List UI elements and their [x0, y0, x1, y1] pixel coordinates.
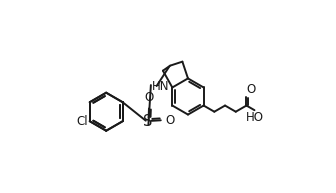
Text: O: O: [165, 114, 174, 127]
Text: O: O: [144, 91, 154, 104]
Text: O: O: [247, 83, 256, 96]
Text: HO: HO: [246, 111, 264, 124]
Text: Cl: Cl: [77, 115, 88, 128]
Text: S: S: [143, 114, 153, 129]
Text: HN: HN: [152, 80, 169, 93]
